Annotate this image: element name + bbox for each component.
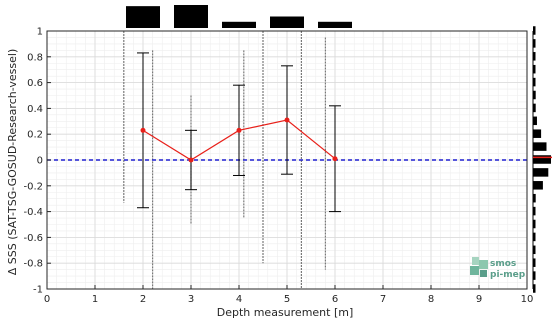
right-histogram-bar [533,116,537,126]
top-histogram [126,5,352,29]
series-point [284,117,290,123]
series-point [140,127,146,133]
y-tick-label: 0.2 [27,130,43,141]
right-histogram-bar [533,258,536,267]
series-point [188,157,194,163]
x-tick-label: 5 [284,294,290,305]
right-histogram-bar [533,206,536,216]
right-histogram-bar [533,90,536,100]
x-tick-label: 2 [140,294,146,305]
right-histogram-bar [533,232,536,242]
y-tick-label: 0.8 [27,52,43,63]
right-histogram-bar [533,142,547,151]
right-histogram-bar [533,77,536,87]
right-histogram-bar [533,181,543,190]
right-histogram-bar [533,52,536,61]
right-histogram-bar [533,26,536,35]
x-tick-label: 0 [44,294,50,305]
top-histogram-bar [126,6,160,29]
series-point [332,156,338,162]
x-tick-label: 9 [476,294,482,305]
x-tick-label: 1 [92,294,98,305]
y-tick-label: 0 [37,156,43,167]
x-tick-label: 6 [332,294,338,305]
right-histogram-bar [533,155,551,164]
y-axis-title: Δ SSS (SAT-TSG-GOSUD-Research-vessel) [6,49,19,276]
x-tick-label: 7 [380,294,386,305]
x-tick-label: 8 [428,294,434,305]
y-tick-label: -0.4 [23,207,43,218]
right-histogram-bar [533,219,536,229]
right-histogram-bar [533,103,536,113]
right-histogram-bar [533,168,549,177]
right-histogram-bar [533,129,542,138]
logo-text-line1: smos [490,259,516,269]
x-axis-title: Depth measurement [m] [217,306,354,319]
y-tick-label: 1 [37,27,43,38]
right-histogram-bar [533,271,536,280]
top-histogram-bar [222,21,256,28]
top-histogram-bar [318,21,352,28]
right-histogram-bar [533,245,536,255]
right-histogram-bar [533,64,536,74]
smos-pimep-logo: smos pi-mep [470,257,526,280]
right-histogram-bar [533,39,536,48]
x-tick-label: 4 [236,294,242,305]
y-tick-label: -1 [33,285,43,296]
y-tick-label: -0.6 [23,233,43,244]
y-tick-label: -0.2 [23,181,43,192]
x-tick-label: 10 [521,294,534,305]
right-histogram-bar [533,284,536,293]
axes: 0 1 2 3 4 5 6 7 8 9 10 -1 -0.8 -0.6 -0.4 -0.2 0 0.2 0.4 0.6… [23,27,533,306]
series [137,52,341,213]
top-histogram-bar [270,16,304,28]
right-histogram-bar [533,193,536,203]
top-histogram-bar [174,5,208,28]
series-point [236,127,242,133]
y-tick-label: -0.8 [23,259,43,270]
x-tick-label: 3 [188,294,194,305]
right-histogram [532,26,552,293]
y-tick-label: 0.4 [27,104,43,115]
logo-text-line2: pi-mep [490,270,526,280]
y-tick-label: 0.6 [27,78,43,89]
logo-icon [470,257,488,277]
